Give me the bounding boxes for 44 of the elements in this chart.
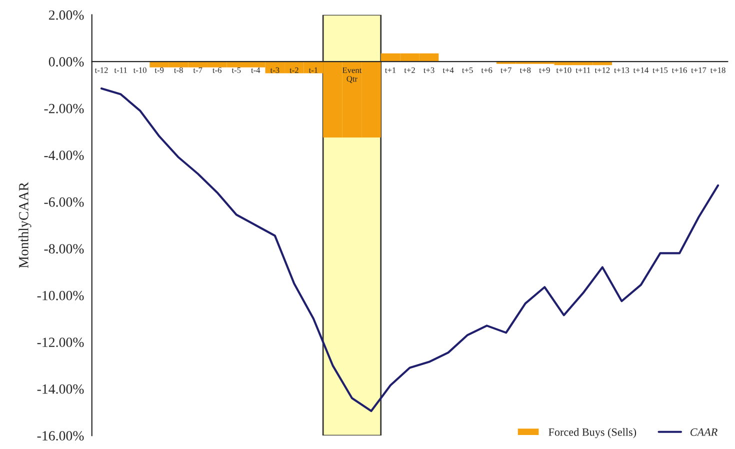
- x-tick-label: t+8: [520, 67, 531, 73]
- y-tick-label: 0.00%: [48, 57, 84, 67]
- x-tick-label: t-12: [94, 67, 108, 73]
- y-tick-label: -6.00%: [44, 197, 84, 207]
- y-tick-label: -2.00%: [44, 104, 84, 114]
- legend-label: CAAR: [690, 428, 718, 436]
- x-tick-label: t+9: [539, 67, 550, 73]
- x-tick-label: t-7: [193, 67, 202, 73]
- y-tick-label: -12.00%: [37, 338, 84, 348]
- x-tick-label: t-5: [232, 67, 241, 73]
- x-tick-label: Event Qtr: [342, 67, 362, 83]
- x-tick-label: t+1: [384, 67, 396, 73]
- x-tick-label: t+2: [404, 67, 415, 73]
- x-tick-label: t+4: [442, 67, 454, 73]
- y-tick-label: -8.00%: [44, 244, 84, 254]
- x-tick-label: t+16: [672, 67, 687, 73]
- x-tick-label: t+14: [633, 67, 648, 73]
- legend-label: Forced Buys (Sells): [548, 428, 636, 438]
- x-tick-label: t+17: [691, 67, 706, 73]
- x-tick-label: t+5: [462, 67, 473, 73]
- x-tick-label: t-10: [133, 67, 146, 73]
- y-tick-label: 2.00%: [48, 10, 84, 20]
- y-axis-title: MonthlyCAAR: [18, 182, 32, 268]
- x-tick-label: t-11: [114, 67, 127, 73]
- y-tick-label: -14.00%: [37, 384, 84, 394]
- x-tick-label: t+18: [710, 67, 726, 73]
- x-tick-label: t-2: [290, 67, 298, 73]
- x-tick-label: t-3: [270, 67, 280, 73]
- x-tick-label: t-9: [154, 67, 164, 73]
- x-tick-label: t+7: [500, 67, 512, 73]
- y-tick-label: -16.00%: [37, 431, 84, 441]
- x-tick-label: t-6: [212, 67, 222, 73]
- x-tick-label: t-4: [251, 67, 260, 73]
- x-tick-label: t+15: [652, 67, 668, 73]
- y-tick-label: -10.00%: [37, 290, 84, 300]
- x-tick-label: t+6: [481, 67, 492, 73]
- x-tick-label: t+3: [424, 67, 434, 73]
- x-tick-label: t-8: [174, 67, 183, 73]
- x-tick-label: t-1: [308, 67, 318, 73]
- x-tick-label: t+11: [576, 67, 590, 73]
- x-tick-label: t+13: [614, 67, 630, 73]
- x-tick-label: t+12: [594, 67, 610, 73]
- y-tick-label: -4.00%: [44, 150, 84, 160]
- x-tick-label: t+10: [556, 67, 572, 73]
